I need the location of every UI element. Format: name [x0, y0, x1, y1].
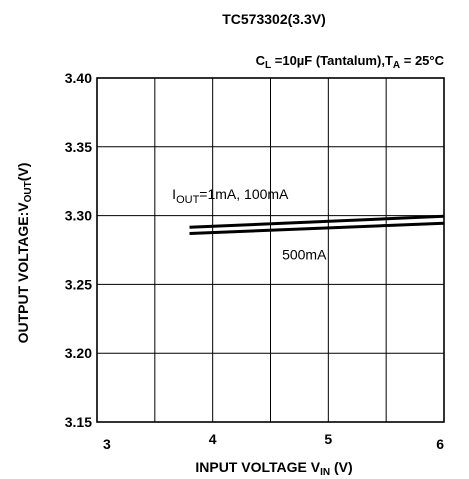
chart-condition: CL =10µF (Tantalum),TA = 25°C [256, 53, 445, 71]
y-tick-label: 3.40 [65, 70, 92, 86]
x-axis-label: INPUT VOLTAGE VIN (V) [195, 459, 352, 478]
y-tick-label: 3.20 [65, 345, 92, 361]
series-lines [189, 214, 445, 235]
x-tick-labels: 3 4 5 6 [103, 431, 444, 452]
x-tick-label: 6 [436, 436, 444, 452]
series-line [189, 221, 445, 235]
chart-title: TC573302(3.3V) [222, 11, 326, 27]
plot-frame [96, 77, 445, 423]
annotation-i500: 500mA [282, 247, 327, 263]
y-tick-label: 3.35 [65, 139, 92, 155]
annotation-iout: IOUT=1mA, 100mA [172, 186, 289, 206]
y-axis-label: OUTPUT VOLTAGE:VOUT(V) [15, 163, 34, 344]
y-tick-labels: 3.15 3.20 3.25 3.30 3.35 3.40 [65, 70, 92, 430]
x-tick-label: 4 [209, 431, 217, 447]
x-tick-label: 3 [103, 436, 111, 452]
x-tick-label: 5 [324, 431, 332, 447]
y-tick-label: 3.30 [65, 208, 92, 224]
series-line [189, 214, 445, 229]
y-tick-label: 3.15 [65, 414, 92, 430]
annotations: IOUT=1mA, 100mA 500mA [172, 186, 327, 263]
y-tick-label: 3.25 [65, 276, 92, 292]
grid [97, 78, 444, 422]
